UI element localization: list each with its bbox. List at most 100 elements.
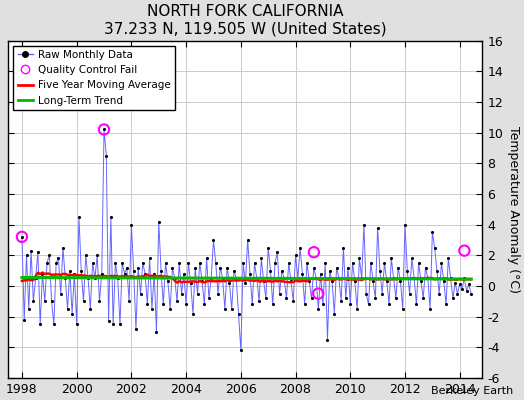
Point <box>310 249 318 255</box>
Point <box>374 224 382 231</box>
Point <box>239 260 247 266</box>
Legend: Raw Monthly Data, Quality Control Fail, Five Year Moving Average, Long-Term Tren: Raw Monthly Data, Quality Control Fail, … <box>14 46 176 110</box>
Point <box>47 298 56 304</box>
Point <box>325 267 334 274</box>
Point <box>330 310 339 317</box>
Point <box>118 260 126 266</box>
Point <box>23 252 31 258</box>
Point <box>125 298 133 304</box>
Point <box>148 306 156 312</box>
Point <box>195 260 204 266</box>
Point <box>234 310 243 317</box>
Point <box>455 281 464 288</box>
Point <box>408 255 416 262</box>
Point <box>91 275 99 282</box>
Point <box>36 321 45 328</box>
Point <box>170 275 179 282</box>
Point <box>253 275 261 282</box>
Point <box>328 278 336 284</box>
Point <box>59 244 67 251</box>
Point <box>18 234 26 240</box>
Point <box>212 260 220 266</box>
Point <box>82 252 90 258</box>
Point <box>100 126 108 133</box>
Point <box>200 301 209 308</box>
Y-axis label: Temperature Anomaly (°C): Temperature Anomaly (°C) <box>507 126 520 293</box>
Point <box>168 264 177 271</box>
Point <box>248 301 256 308</box>
Point <box>75 214 83 220</box>
Point <box>209 237 217 243</box>
Point <box>444 255 453 262</box>
Point <box>435 290 443 297</box>
Point <box>285 260 293 266</box>
Point <box>189 310 197 317</box>
Point <box>369 278 377 284</box>
Point <box>296 244 304 251</box>
Point <box>45 252 53 258</box>
Point <box>316 270 325 277</box>
Point <box>54 255 62 262</box>
Point <box>332 264 341 271</box>
Point <box>223 264 231 271</box>
Point <box>43 260 51 266</box>
Point <box>163 278 172 284</box>
Point <box>321 260 330 266</box>
Point <box>314 290 322 297</box>
Point <box>335 275 343 282</box>
Point <box>180 270 188 277</box>
Point <box>230 267 238 274</box>
Point <box>102 152 111 159</box>
Point <box>465 281 473 288</box>
Point <box>300 301 309 308</box>
Point <box>97 270 106 277</box>
Point <box>166 306 174 312</box>
Point <box>339 244 347 251</box>
Point <box>401 221 409 228</box>
Point <box>376 267 384 274</box>
Point <box>93 252 101 258</box>
Point <box>360 221 368 228</box>
Point <box>449 295 457 302</box>
Point <box>310 264 318 271</box>
Point <box>462 287 471 294</box>
Point <box>417 278 425 284</box>
Point <box>423 275 432 282</box>
Point <box>244 237 252 243</box>
Point <box>18 234 26 240</box>
Point <box>107 214 115 220</box>
Point <box>72 321 81 328</box>
Point <box>353 306 362 312</box>
Point <box>387 255 396 262</box>
Point <box>27 248 35 254</box>
Point <box>66 267 74 274</box>
Point <box>255 298 263 304</box>
Point <box>305 278 313 284</box>
Point <box>77 267 85 274</box>
Text: Berkeley Earth: Berkeley Earth <box>431 386 514 396</box>
Point <box>57 290 65 297</box>
Point <box>40 298 49 304</box>
Point <box>50 321 58 328</box>
Point <box>193 290 202 297</box>
Point <box>38 270 47 277</box>
Point <box>129 267 138 274</box>
Point <box>451 280 460 286</box>
Point <box>52 260 60 266</box>
Point <box>446 275 455 282</box>
Point <box>123 264 131 271</box>
Point <box>269 301 277 308</box>
Point <box>426 306 434 312</box>
Point <box>79 298 88 304</box>
Point <box>348 260 357 266</box>
Point <box>287 278 295 284</box>
Point <box>205 295 213 302</box>
Point <box>453 290 462 297</box>
Point <box>175 260 183 266</box>
Point <box>458 286 466 292</box>
Point <box>221 306 229 312</box>
Point <box>460 275 468 282</box>
Point <box>202 255 211 262</box>
Point <box>280 275 288 282</box>
Point <box>216 264 224 271</box>
